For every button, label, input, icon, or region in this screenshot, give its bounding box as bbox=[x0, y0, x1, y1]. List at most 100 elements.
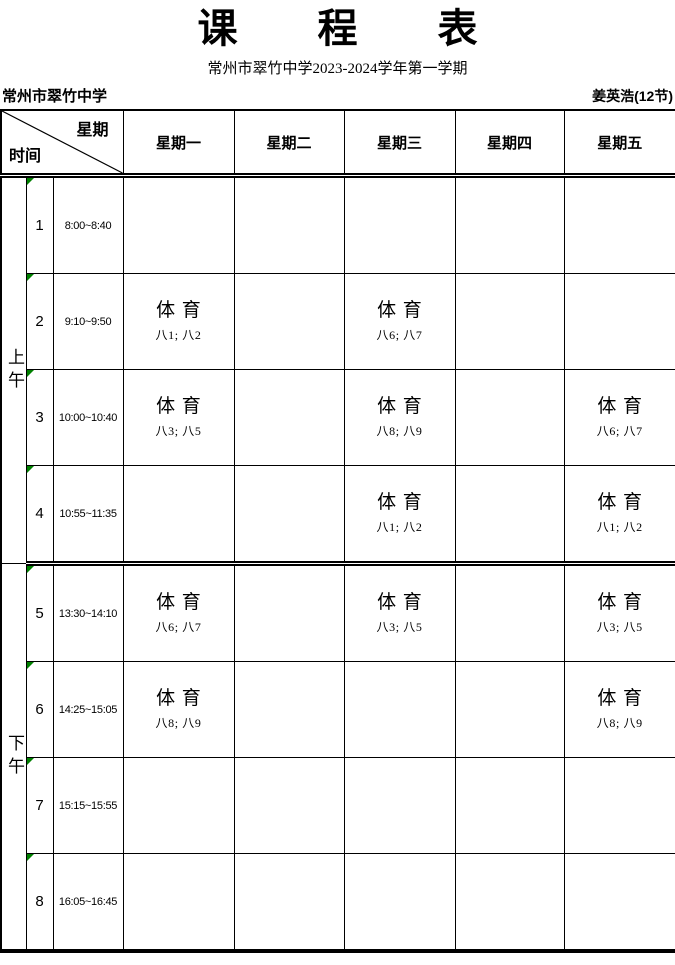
course-classes: 八8; 八9 bbox=[345, 422, 455, 439]
time-cell: 10:55~11:35 bbox=[53, 466, 123, 564]
schedule-cell bbox=[123, 854, 234, 952]
schedule-cell: 体育八3; 八5 bbox=[564, 564, 675, 662]
course-classes: 八3; 八5 bbox=[565, 618, 675, 635]
period-number: 3 bbox=[35, 409, 43, 426]
course-classes: 八8; 八9 bbox=[124, 714, 234, 731]
day-header-mon: 星期一 bbox=[123, 110, 234, 176]
schedule-cell bbox=[344, 758, 455, 854]
course-classes: 八1; 八2 bbox=[124, 326, 234, 343]
course-name: 体育 bbox=[124, 688, 234, 711]
course-name: 体育 bbox=[565, 492, 675, 515]
period-number: 6 bbox=[35, 701, 43, 718]
schedule-cell bbox=[564, 854, 675, 952]
schedule-cell bbox=[564, 176, 675, 274]
period-cell: 6 bbox=[26, 662, 53, 758]
day-header-thu: 星期四 bbox=[455, 110, 564, 176]
section-cell-morning: 上午 bbox=[1, 176, 26, 564]
period-number: 8 bbox=[35, 893, 43, 910]
schedule-cell bbox=[455, 274, 564, 370]
schedule-cell bbox=[455, 370, 564, 466]
schedule-cell bbox=[455, 564, 564, 662]
page-title: 课程表 bbox=[0, 6, 675, 52]
schedule-cell: 体育八1; 八2 bbox=[123, 274, 234, 370]
header-row: 星期 时间 星期一 星期二 星期三 星期四 星期五 bbox=[1, 110, 675, 176]
course-name: 体育 bbox=[345, 492, 455, 515]
schedule-cell: 体育八8; 八9 bbox=[564, 662, 675, 758]
schedule-cell: 体育八1; 八2 bbox=[344, 466, 455, 564]
period-cell: 4 bbox=[26, 466, 53, 564]
course-classes: 八8; 八9 bbox=[565, 714, 675, 731]
error-indicator-icon bbox=[27, 466, 34, 473]
course-name: 体育 bbox=[124, 592, 234, 615]
week-label: 星期 bbox=[76, 116, 108, 140]
table-row: 4 10:55~11:35 体育八1; 八2 体育八1; 八2 bbox=[1, 466, 675, 564]
schedule-cell bbox=[234, 662, 344, 758]
period-cell: 5 bbox=[26, 564, 53, 662]
schedule-cell bbox=[234, 176, 344, 274]
schedule-cell: 体育八8; 八9 bbox=[344, 370, 455, 466]
period-number: 1 bbox=[35, 217, 43, 234]
period-number: 5 bbox=[35, 605, 43, 622]
schedule-cell: 体育八6; 八7 bbox=[564, 370, 675, 466]
course-classes: 八6; 八7 bbox=[565, 422, 675, 439]
schedule-cell bbox=[123, 176, 234, 274]
day-header-wed: 星期三 bbox=[344, 110, 455, 176]
section-label-afternoon: 下午 bbox=[2, 734, 26, 780]
time-cell: 14:25~15:05 bbox=[53, 662, 123, 758]
schedule-cell bbox=[234, 274, 344, 370]
schedule-cell bbox=[234, 758, 344, 854]
schedule-cell: 体育八3; 八5 bbox=[344, 564, 455, 662]
error-indicator-icon bbox=[27, 758, 34, 765]
error-indicator-icon bbox=[27, 854, 34, 861]
course-classes: 八3; 八5 bbox=[345, 618, 455, 635]
error-indicator-icon bbox=[27, 370, 34, 377]
schedule-cell bbox=[455, 466, 564, 564]
course-name: 体育 bbox=[345, 396, 455, 419]
time-label: 时间 bbox=[9, 142, 41, 166]
schedule-cell bbox=[344, 176, 455, 274]
course-classes: 八6; 八7 bbox=[124, 618, 234, 635]
course-classes: 八3; 八5 bbox=[124, 422, 234, 439]
period-number: 2 bbox=[35, 313, 43, 330]
page-subtitle: 常州市翠竹中学2023-2024学年第一学期 bbox=[0, 57, 675, 78]
day-header-fri: 星期五 bbox=[564, 110, 675, 176]
time-cell: 13:30~14:10 bbox=[53, 564, 123, 662]
error-indicator-icon bbox=[27, 662, 34, 669]
schedule-cell: 体育八8; 八9 bbox=[123, 662, 234, 758]
section-label-morning: 上午 bbox=[2, 348, 26, 394]
course-name: 体育 bbox=[565, 688, 675, 711]
schedule-cell bbox=[564, 758, 675, 854]
schedule-cell bbox=[344, 662, 455, 758]
info-row: 常州市翠竹中学 姜英浩(12节) bbox=[0, 78, 675, 109]
schedule-cell: 体育八3; 八5 bbox=[123, 370, 234, 466]
period-number: 7 bbox=[35, 797, 43, 814]
corner-cell: 星期 时间 bbox=[1, 110, 123, 176]
time-cell: 15:15~15:55 bbox=[53, 758, 123, 854]
timetable: 星期 时间 星期一 星期二 星期三 星期四 星期五 上午 1 8:00~8:40 bbox=[0, 109, 675, 953]
schedule-cell bbox=[564, 274, 675, 370]
period-cell: 7 bbox=[26, 758, 53, 854]
schedule-cell: 体育八6; 八7 bbox=[123, 564, 234, 662]
period-cell: 2 bbox=[26, 274, 53, 370]
time-cell: 16:05~16:45 bbox=[53, 854, 123, 952]
table-row: 上午 1 8:00~8:40 bbox=[1, 176, 675, 274]
period-cell: 1 bbox=[26, 176, 53, 274]
course-classes: 八1; 八2 bbox=[345, 518, 455, 535]
schedule-cell bbox=[123, 758, 234, 854]
period-number: 4 bbox=[35, 505, 43, 522]
schedule-cell bbox=[123, 466, 234, 564]
error-indicator-icon bbox=[27, 274, 34, 281]
day-header-tue: 星期二 bbox=[234, 110, 344, 176]
table-row: 6 14:25~15:05 体育八8; 八9 体育八8; 八9 bbox=[1, 662, 675, 758]
error-indicator-icon bbox=[27, 566, 34, 573]
schedule-cell bbox=[455, 176, 564, 274]
period-cell: 3 bbox=[26, 370, 53, 466]
schedule-cell bbox=[234, 370, 344, 466]
time-cell: 8:00~8:40 bbox=[53, 176, 123, 274]
course-name: 体育 bbox=[124, 396, 234, 419]
teacher-name: 姜英浩(12节) bbox=[592, 86, 673, 106]
table-row: 2 9:10~9:50 体育八1; 八2 体育八6; 八7 bbox=[1, 274, 675, 370]
error-indicator-icon bbox=[27, 178, 34, 185]
schedule-cell: 体育八1; 八2 bbox=[564, 466, 675, 564]
course-name: 体育 bbox=[345, 592, 455, 615]
